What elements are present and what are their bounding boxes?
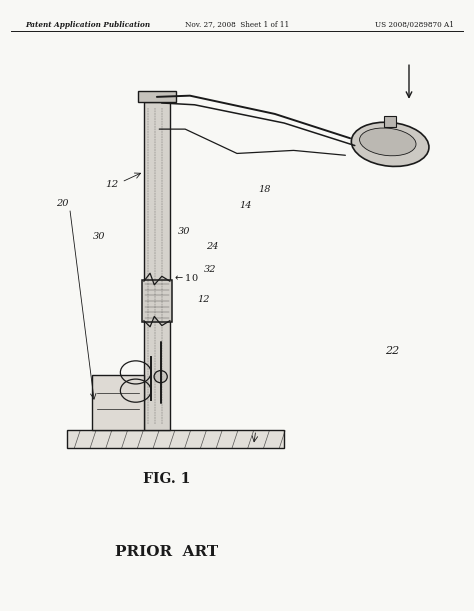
Ellipse shape: [360, 128, 416, 156]
Text: $\leftarrow$10: $\leftarrow$10: [173, 272, 199, 283]
Text: 14: 14: [239, 201, 252, 210]
Text: 20: 20: [55, 199, 68, 208]
Ellipse shape: [351, 122, 429, 166]
Text: 18: 18: [258, 185, 271, 194]
Bar: [92, 375, 144, 430]
Bar: [138, 91, 175, 102]
Text: 24: 24: [206, 242, 219, 251]
Bar: [142, 280, 172, 322]
Bar: [144, 102, 170, 430]
Bar: [67, 430, 284, 448]
Text: FIG. 1: FIG. 1: [143, 472, 190, 486]
Text: 12: 12: [105, 180, 118, 189]
Text: US 2008/0289870 A1: US 2008/0289870 A1: [375, 21, 454, 29]
Text: Nov. 27, 2008  Sheet 1 of 11: Nov. 27, 2008 Sheet 1 of 11: [185, 21, 289, 29]
Text: Patent Application Publication: Patent Application Publication: [25, 21, 150, 29]
Text: 12: 12: [197, 296, 210, 304]
Text: 32: 32: [204, 265, 217, 274]
Ellipse shape: [154, 371, 167, 382]
Bar: [384, 116, 396, 127]
Text: PRIOR  ART: PRIOR ART: [115, 545, 218, 559]
Text: 30: 30: [178, 227, 191, 236]
Text: 30: 30: [93, 232, 106, 241]
Text: 22: 22: [385, 346, 400, 356]
